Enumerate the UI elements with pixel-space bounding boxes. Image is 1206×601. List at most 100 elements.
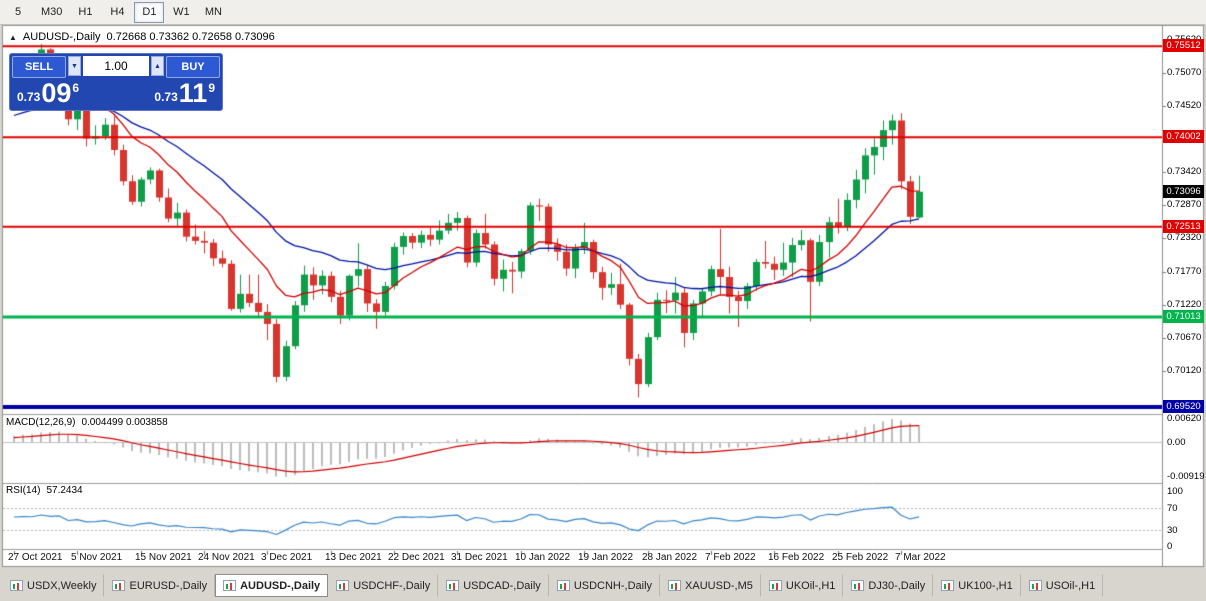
chart-tab-uk100-h1[interactable]: UK100-,H1 [933, 574, 1021, 597]
date-axis-label: 7 Mar 2022 [895, 552, 946, 563]
chart-tab-eurusd-daily[interactable]: EURUSD-,Daily [104, 574, 216, 597]
chart-tab-label: USDCAD-,Daily [463, 579, 541, 592]
chart-tab-icon [768, 580, 782, 591]
timeframe-button-w1[interactable]: W1 [173, 6, 190, 18]
rsi-indicator-label: RSI(14) 57.2434 [6, 485, 83, 496]
one-click-trade-panel: SELL ▼ 1.00 ▲ BUY 0.73 09 6 0.73 11 9 [9, 53, 223, 111]
rsi-axis-label: 70 [1167, 503, 1178, 514]
chart-tab-ukoil-h1[interactable]: UKOil-,H1 [761, 574, 844, 597]
buy-button[interactable]: BUY [166, 56, 220, 78]
trade-panel-collapse-icon[interactable]: ▲ [9, 32, 17, 42]
timeframe-button-h4[interactable]: H4 [110, 6, 125, 18]
chart-ohlc-values: 0.72668 0.73362 0.72658 0.73096 [106, 31, 275, 43]
price-line-badge: 0.69520 [1163, 400, 1204, 413]
chart-tab-usdcnh-daily[interactable]: USDCNH-,Daily [549, 574, 661, 597]
price-axis-label: 0.72320 [1167, 232, 1202, 243]
volume-input[interactable]: 1.00 [83, 56, 149, 76]
chart-tab-label: USOil-,H1 [1045, 579, 1096, 592]
chart-tab-icon [556, 580, 570, 591]
chart-tab-label: AUDUSD-,Daily [240, 579, 321, 592]
price-axis-label: 0.74520 [1167, 100, 1202, 111]
rsi-value: 57.2434 [46, 485, 83, 496]
date-axis-label: 27 Oct 2021 [8, 552, 63, 563]
sell-price-display: 0.73 09 6 [17, 79, 79, 108]
date-axis-label: 13 Dec 2021 [325, 552, 382, 563]
date-axis-label: 3 Dec 2021 [261, 552, 313, 563]
chart-tab-label: USDX,Weekly [27, 579, 97, 592]
chart-tab-label: EURUSD-,Daily [129, 579, 208, 592]
timeframe-toolbar: 5 M30 H1 H4 D1 W1 MN [0, 0, 1206, 25]
chart-tab-icon [1028, 580, 1042, 591]
chart-tab-label: XAUUSD-,M5 [685, 579, 753, 592]
chart-tab-usdx-weekly[interactable]: USDX,Weekly [2, 574, 105, 597]
price-line-badge: 0.71013 [1163, 310, 1204, 323]
sell-button[interactable]: SELL [12, 56, 66, 78]
chart-tab-xauusd-m5[interactable]: XAUUSD-,M5 [660, 574, 761, 597]
chart-tab-usdchf-daily[interactable]: USDCHF-,Daily [328, 574, 439, 597]
chart-tab-audusd-daily[interactable]: AUDUSD-,Daily [215, 574, 329, 597]
date-axis-label: 7 Feb 2022 [705, 552, 756, 563]
chart-tab-icon [223, 580, 237, 591]
price-axis-label: 0.71220 [1167, 299, 1202, 310]
sell-price-pipette: 6 [72, 81, 80, 95]
buy-price-pipette: 9 [208, 81, 215, 95]
price-axis-label: 0.70670 [1167, 332, 1202, 343]
macd-values: 0.004499 0.003858 [81, 417, 168, 428]
buy-price-display: 0.73 11 9 [154, 79, 215, 108]
price-axis-label: 0.70120 [1167, 365, 1202, 376]
macd-axis-label: -0.00919 [1167, 471, 1205, 482]
chart-header: ▲ AUDUSD-,Daily 0.72668 0.73362 0.72658 … [9, 31, 275, 43]
price-axis-label: 0.71770 [1167, 266, 1202, 277]
chart-tab-icon [851, 580, 865, 591]
chart-tab-icon [336, 580, 350, 591]
price-axis-label: 0.72870 [1167, 199, 1202, 210]
date-axis-label: 16 Feb 2022 [768, 552, 825, 563]
price-line-badge: 0.72513 [1163, 220, 1204, 233]
chart-tab-icon [446, 580, 460, 591]
chart-symbol-title: AUDUSD-,Daily [22, 31, 101, 43]
date-axis-label: 19 Jan 2022 [578, 552, 634, 563]
current-price-badge: 0.73096 [1163, 185, 1204, 198]
timeframe-button-m30[interactable]: M30 [41, 6, 63, 18]
price-line-badge: 0.75512 [1163, 39, 1204, 52]
macd-indicator-label: MACD(12,26,9) 0.004499 0.003858 [6, 417, 168, 428]
price-axis-label: 0.75070 [1167, 67, 1202, 78]
date-axis-label: 5 Nov 2021 [71, 552, 123, 563]
date-axis-label: 28 Jan 2022 [642, 552, 698, 563]
chart-tab-icon [10, 580, 23, 591]
date-axis-label: 22 Dec 2021 [388, 552, 445, 563]
macd-axis-label: 0.00 [1167, 437, 1186, 448]
trade-panel-prices: 0.73 09 6 0.73 11 9 [12, 79, 220, 108]
buy-price-big-digits: 11 [178, 78, 208, 108]
chart-tab-label: USDCNH-,Daily [573, 579, 653, 592]
chart-tab-usoil-h1[interactable]: USOil-,H1 [1021, 574, 1104, 597]
volume-decrease-button[interactable]: ▼ [68, 56, 81, 76]
chart-tab-label: USDCHF-,Daily [353, 579, 431, 592]
chart-tab-bar: USDX,Weekly EURUSD-,Daily AUDUSD-,Daily USD… [2, 574, 1104, 597]
rsi-axis-label: 0 [1167, 541, 1173, 552]
date-axis-label: 25 Feb 2022 [832, 552, 889, 563]
rsi-axis-label: 30 [1167, 525, 1178, 536]
macd-axis-label: 0.00620 [1167, 413, 1202, 424]
timeframe-button-d1[interactable]: D1 [134, 1, 165, 23]
date-axis-label: 10 Jan 2022 [515, 552, 571, 563]
chart-tab-usdcad-daily[interactable]: USDCAD-,Daily [438, 574, 549, 597]
timeframe-button-5[interactable]: 5 [14, 6, 22, 18]
macd-name: MACD(12,26,9) [6, 417, 76, 428]
trade-panel-controls: SELL ▼ 1.00 ▲ BUY [12, 56, 220, 78]
rsi-axis-label: 100 [1167, 486, 1183, 497]
timeframe-button-h1[interactable]: H1 [78, 6, 93, 18]
rsi-name: RSI(14) [6, 485, 41, 496]
chart-tab-label: UK100-,H1 [958, 579, 1013, 592]
volume-increase-button[interactable]: ▲ [151, 56, 164, 76]
timeframe-button-mn[interactable]: MN [204, 6, 222, 18]
chart-tab-dj30-daily[interactable]: DJ30-,Daily [843, 574, 934, 597]
chart-tab-icon [112, 580, 126, 591]
buy-price-prefix: 0.73 [154, 90, 178, 104]
sell-price-prefix: 0.73 [17, 90, 41, 104]
chart-tab-icon [941, 580, 955, 591]
date-axis-label: 24 Nov 2021 [198, 552, 255, 563]
price-axis-label: 0.73420 [1167, 166, 1202, 177]
chart-tab-icon [668, 580, 682, 591]
